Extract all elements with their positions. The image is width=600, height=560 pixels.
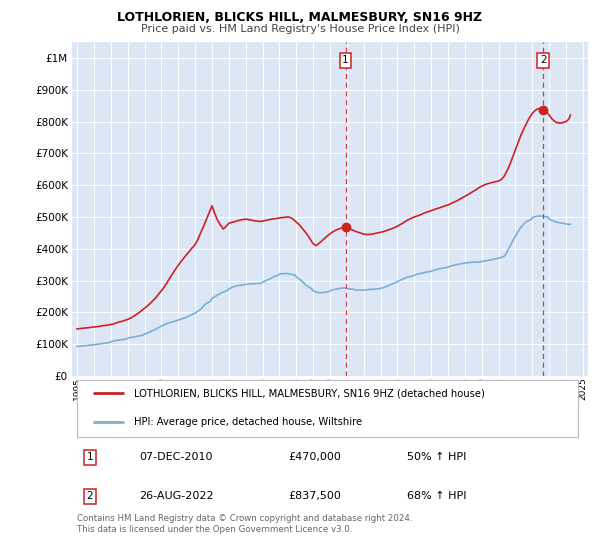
Text: 2: 2 <box>540 55 547 66</box>
Text: 1: 1 <box>342 55 349 66</box>
Text: Contains HM Land Registry data © Crown copyright and database right 2024.
This d: Contains HM Land Registry data © Crown c… <box>77 514 413 534</box>
Text: Price paid vs. HM Land Registry's House Price Index (HPI): Price paid vs. HM Land Registry's House … <box>140 24 460 34</box>
Text: HPI: Average price, detached house, Wiltshire: HPI: Average price, detached house, Wilt… <box>134 417 362 427</box>
Text: £837,500: £837,500 <box>289 491 341 501</box>
Text: 1: 1 <box>87 452 94 463</box>
Text: LOTHLORIEN, BLICKS HILL, MALMESBURY, SN16 9HZ (detached house): LOTHLORIEN, BLICKS HILL, MALMESBURY, SN1… <box>134 388 485 398</box>
Text: 07-DEC-2010: 07-DEC-2010 <box>139 452 212 463</box>
FancyBboxPatch shape <box>77 380 578 437</box>
Text: £470,000: £470,000 <box>289 452 341 463</box>
Text: 2: 2 <box>87 491 94 501</box>
Text: 50% ↑ HPI: 50% ↑ HPI <box>407 452 467 463</box>
Text: LOTHLORIEN, BLICKS HILL, MALMESBURY, SN16 9HZ: LOTHLORIEN, BLICKS HILL, MALMESBURY, SN1… <box>118 11 482 24</box>
Text: 68% ↑ HPI: 68% ↑ HPI <box>407 491 467 501</box>
Text: 26-AUG-2022: 26-AUG-2022 <box>139 491 214 501</box>
